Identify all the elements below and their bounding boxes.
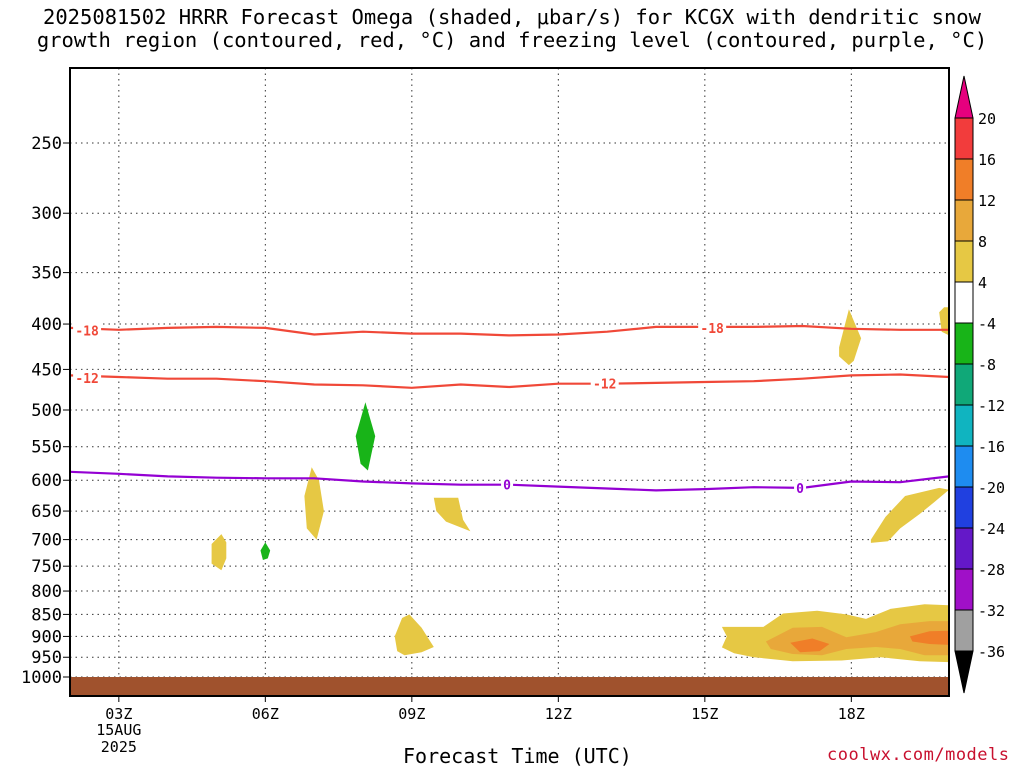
colorbar-label: 8 [978, 233, 987, 251]
grid [70, 68, 949, 696]
omega-shaded-region [939, 307, 949, 336]
y-tick-label: 750 [31, 557, 62, 577]
x-tick-label: 03Z [105, 705, 132, 723]
contour-label-bg [590, 375, 619, 390]
colorbar: 20 16 12 8 4 -4 -8 -12 -16 -20 -24 -28 -32 -36 [954, 75, 1005, 694]
colorbar-segment [954, 445, 974, 488]
colorbar-segment [954, 240, 974, 283]
y-tick-label: 1000 [21, 668, 62, 688]
contour-label: -12 [593, 378, 616, 393]
y-tick-label: 500 [31, 401, 62, 421]
y-tick-label: 650 [31, 502, 62, 522]
contour-label: 0 [796, 482, 804, 497]
credit-link[interactable]: coolwx.com/models [827, 745, 1010, 765]
x-tick-label: 12Z [545, 705, 572, 723]
colorbar-segment [954, 158, 974, 201]
colorbar-segment [954, 363, 974, 406]
omega-shaded-region [790, 638, 830, 653]
colorbar-segment [954, 609, 974, 652]
omega-shaded-region [394, 614, 434, 656]
colorbar-segment [954, 281, 974, 324]
omega-shaded-region [909, 630, 949, 645]
x-tick-label: 15Z [691, 705, 718, 723]
colorbar-label: -32 [978, 602, 1005, 620]
colorbar-label: -20 [978, 479, 1005, 497]
omega-shaded-region [304, 467, 324, 540]
plot-frame [69, 67, 950, 697]
colorbar-bottom-arrow [954, 650, 974, 694]
x-tick-label: 18Z [838, 705, 865, 723]
colorbar-segment [954, 322, 974, 365]
colorbar-label: -8 [978, 356, 996, 374]
colorbar-label: 16 [978, 151, 996, 169]
x-axis-label: Forecast Time (UTC) [403, 744, 632, 768]
colorbar-segment [954, 568, 974, 611]
omega-shaded-region [839, 309, 862, 366]
colorbar-label: 20 [978, 110, 996, 128]
colorbar-label: -12 [978, 397, 1005, 415]
omega-shaded-region [870, 487, 949, 543]
omega-shaded-region [433, 497, 471, 532]
contour-label: -12 [75, 372, 98, 387]
colorbar-label: 4 [978, 274, 987, 292]
contour-label-bg [794, 479, 807, 494]
x-tick-label: 09Z [398, 705, 425, 723]
omega-shading [211, 307, 949, 663]
contour-line [69, 373, 950, 389]
y-tick-label: 900 [31, 627, 62, 647]
date-label-year: 2025 [101, 738, 137, 756]
colorbar-segment [954, 199, 974, 242]
contours [69, 324, 950, 492]
y-tick-label: 350 [31, 264, 62, 284]
colorbar-segment [954, 486, 974, 529]
contour-label: -18 [75, 325, 99, 340]
terrain [70, 677, 949, 696]
date-label-day: 15AUG [96, 721, 141, 739]
title-line-2: growth region (contoured, red, °C) and f… [36, 28, 988, 52]
title-line-1: 2025081502 HRRR Forecast Omega (shaded, … [43, 5, 981, 29]
y-tick-label: 400 [31, 315, 62, 335]
x-tick-label: 06Z [252, 705, 279, 723]
colorbar-label: -36 [978, 643, 1005, 661]
contour-label-bg [73, 369, 102, 384]
colorbar-label: -16 [978, 438, 1005, 456]
contour-label-bg [73, 322, 102, 337]
colorbar-label: 12 [978, 192, 996, 210]
y-tick-label: 250 [31, 134, 62, 154]
omega-shaded-region [211, 534, 227, 571]
y-tick-label: 850 [31, 605, 62, 625]
y-tick-label: 300 [31, 204, 62, 224]
y-tick-label: 950 [31, 648, 62, 668]
omega-shaded-region [355, 402, 376, 471]
colorbar-label: -24 [978, 520, 1005, 538]
y-tick-label: 700 [31, 531, 62, 551]
chart-title: 2025081502 HRRR Forecast Omega (shaded, … [0, 6, 1024, 52]
contour-label-bg [501, 476, 514, 491]
y-tick-label: 600 [31, 471, 62, 491]
colorbar-segment [954, 527, 974, 570]
colorbar-label: -28 [978, 561, 1005, 579]
pressure-axis: 2503003504004505005506006507007508008509… [21, 134, 70, 688]
colorbar-label: -4 [978, 315, 996, 333]
y-tick-label: 550 [31, 438, 62, 458]
terrain-fill [70, 677, 949, 696]
y-tick-label: 450 [31, 360, 62, 380]
colorbar-top-arrow [954, 75, 974, 119]
contour-line [69, 324, 949, 337]
colorbar-segment [954, 117, 974, 160]
y-tick-label: 800 [31, 582, 62, 602]
contour-label-bg [698, 319, 727, 334]
contour-label: -18 [700, 322, 724, 337]
contour-labels: -18 -18 -12 -12 0 0 [73, 319, 807, 497]
contour-label: 0 [503, 479, 511, 494]
colorbar-segment [954, 404, 974, 447]
omega-shaded-region [260, 542, 271, 560]
